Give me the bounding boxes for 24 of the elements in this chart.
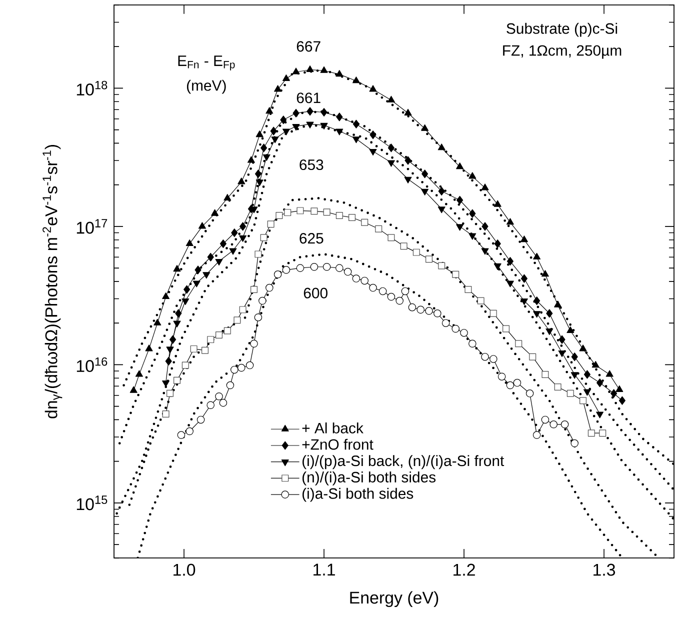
legend-label: + Al back <box>302 422 364 434</box>
legend-label: +ZnO front <box>302 438 374 450</box>
x-tick-label: 1.0 <box>174 564 196 576</box>
x-tick-label: 1.1 <box>314 564 335 576</box>
annotation: 600 <box>304 288 328 298</box>
annotation: 653 <box>300 159 324 170</box>
text: dn$_{γ}$/(dħωdΩ)(Photons m$^{-2}$eV$^{-1}$s$^{-1}$sr$^{-1}$) <box>42 144 62 418</box>
x-tick-label: 1.3 <box>594 564 616 576</box>
annotation: Substrate (p)c-Si <box>506 22 618 37</box>
annotation: (meV) <box>186 80 226 94</box>
y-tick-label: 10$^{16}$ <box>76 357 108 372</box>
annotation: E$_{Fn}$ - E$_{Fp}$ <box>178 56 235 70</box>
legend-label: (i)/(p)a-Si back, (n)/(i)a-Si front <box>302 455 504 470</box>
legend-label: (i)a-Si both sides <box>302 488 414 502</box>
y-tick-label: 10$^{17}$ <box>76 219 108 234</box>
y-tick-label: 10$^{15}$ <box>76 496 108 510</box>
legend-label: (n)/(i)a-Si both sides <box>302 472 436 486</box>
annotation: 667 <box>296 41 320 52</box>
annotation: FZ, 1Ωcm, 250µm <box>503 45 622 59</box>
annotation: 661 <box>296 92 320 104</box>
x-tick-label: 1.2 <box>454 564 475 576</box>
annotation: 625 <box>300 233 324 244</box>
y-tick-label: 10$^{18}$ <box>76 80 108 96</box>
x-axis-title: Energy (eV) <box>350 591 438 608</box>
